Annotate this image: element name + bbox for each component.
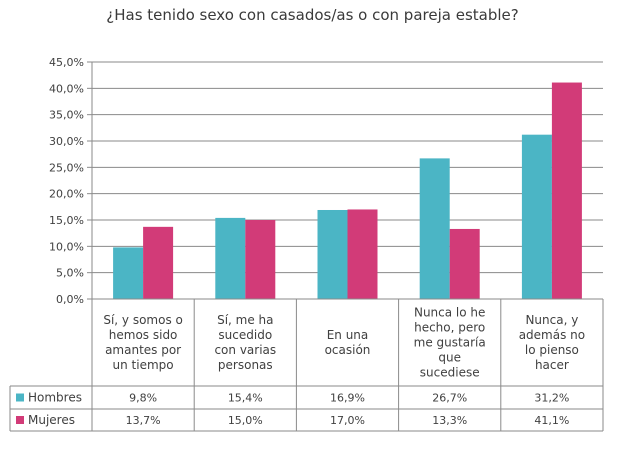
data-label: 16,9% [330, 392, 365, 405]
bar-hombres [521, 134, 552, 299]
y-tick-label: 25,0% [49, 161, 84, 174]
data-label: 31,2% [534, 392, 569, 405]
chart-title: ¿Has tenido sexo con casados/as o con pa… [106, 6, 519, 24]
y-tick-label: 40,0% [49, 82, 84, 95]
y-tick-label: 20,0% [49, 188, 84, 201]
bar-hombres [419, 158, 450, 299]
bar-mujeres [551, 82, 582, 299]
y-tick-label: 5,0% [56, 267, 84, 280]
bar-mujeres [143, 226, 174, 299]
x-category-label: En una ocasión [325, 328, 371, 357]
y-tick-label: 45,0% [49, 56, 84, 69]
bar-mujeres [449, 228, 480, 299]
bar-mujeres [347, 209, 378, 299]
data-label: 9,8% [129, 392, 157, 405]
data-label: 26,7% [432, 392, 467, 405]
bar-hombres [317, 209, 348, 299]
y-tick-label: 0,0% [56, 293, 84, 306]
x-category-label: Nunca, y además no lo pienso hacer [519, 313, 585, 372]
data-label: 13,3% [432, 414, 467, 427]
bar-hombres [215, 217, 246, 299]
legend-label-mujeres: Mujeres [28, 413, 75, 427]
y-tick-label: 15,0% [49, 214, 84, 227]
bar-mujeres [245, 220, 276, 299]
legend-swatch-mujeres [16, 416, 24, 424]
data-label: 15,0% [228, 414, 263, 427]
y-tick-label: 30,0% [49, 135, 84, 148]
x-category-label: Sí, me ha sucedido con varias personas [214, 313, 276, 372]
data-label: 13,7% [126, 414, 161, 427]
data-label: 15,4% [228, 392, 263, 405]
y-tick-label: 10,0% [49, 240, 84, 253]
x-category-label: Nunca lo he hecho, pero me gustaría que suce… [414, 306, 486, 380]
data-label: 17,0% [330, 414, 365, 427]
x-category-label: Sí, y somos o hemos sido amantes por un tie… [103, 313, 183, 372]
bar-hombres [113, 247, 144, 299]
legend-swatch-hombres [16, 393, 24, 402]
data-label: 41,1% [534, 414, 569, 427]
legend-label-hombres: Hombres [28, 391, 82, 405]
y-tick-label: 35,0% [49, 109, 84, 122]
